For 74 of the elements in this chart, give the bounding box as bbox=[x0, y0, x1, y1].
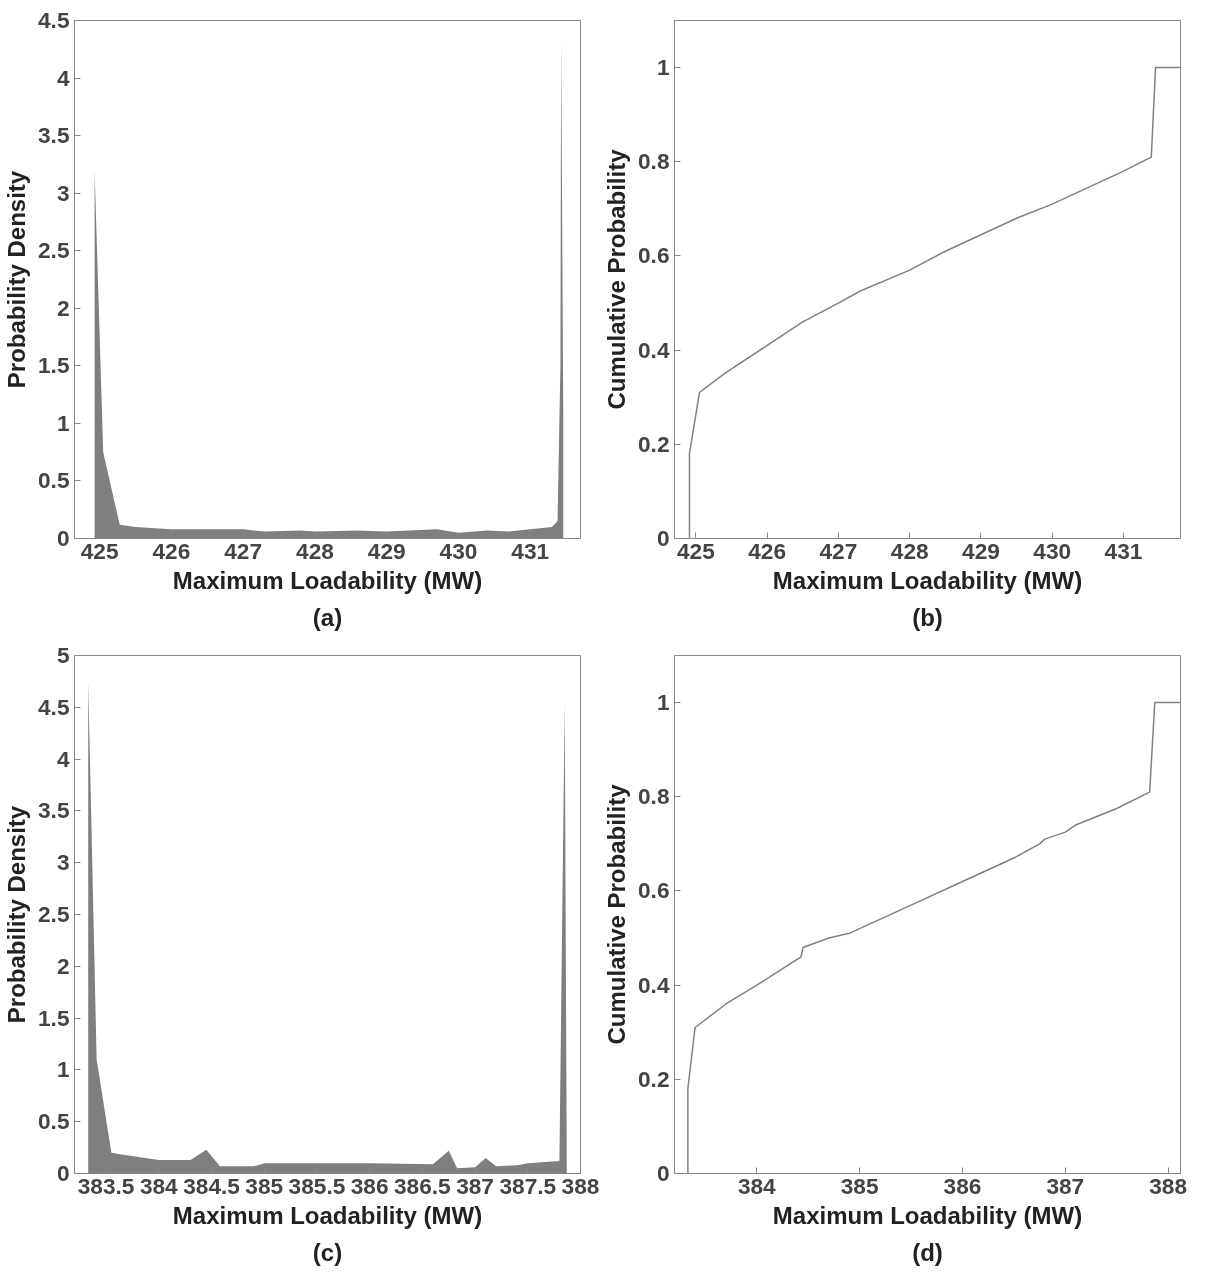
y-tick-label: 1.5 bbox=[38, 352, 70, 379]
y-tick-label: 3 bbox=[56, 179, 70, 206]
x-tick-label: 385.5 bbox=[288, 1172, 346, 1199]
y-tick-label: 1 bbox=[56, 409, 70, 436]
x-tick-label: 429 bbox=[367, 537, 406, 564]
y-tick-label: 0 bbox=[656, 1160, 670, 1186]
x-tick-label: 388 bbox=[561, 1172, 600, 1199]
x-tick-label: 385 bbox=[245, 1172, 284, 1199]
x-tick-label: 388 bbox=[1149, 1172, 1188, 1199]
y-tick-label: 0.4 bbox=[638, 971, 670, 998]
x-axis-title: Maximum Loadability (MW) bbox=[772, 566, 1083, 594]
y-tick-label: 1 bbox=[56, 1056, 70, 1083]
x-tick-label: 384 bbox=[737, 1172, 777, 1199]
y-tick-label: 0.5 bbox=[38, 1108, 70, 1135]
x-axis-title: Maximum Loadability (MW) bbox=[772, 1201, 1083, 1229]
y-axis-title: Probability Density bbox=[3, 805, 30, 1024]
y-tick-label: 5 bbox=[56, 642, 70, 668]
x-axis-title: Maximum Loadability (MW) bbox=[172, 566, 483, 594]
y-tick-label: 0 bbox=[56, 525, 70, 551]
text: (a) bbox=[312, 603, 343, 631]
y-tick-label: 4.5 bbox=[38, 7, 70, 33]
y-axis-title: Probability Density bbox=[3, 170, 30, 389]
x-tick-label: 384.5 bbox=[183, 1172, 240, 1199]
x-tick-label: 387 bbox=[456, 1172, 494, 1199]
y-tick-label: 2 bbox=[56, 952, 70, 979]
x-tick-label: 386.5 bbox=[394, 1172, 451, 1199]
x-tick-label: 426 bbox=[152, 537, 191, 564]
y-tick-label: 2 bbox=[56, 294, 70, 321]
y-axis-title: Cumulative Probability bbox=[603, 148, 630, 410]
y-tick-label: 4.5 bbox=[38, 693, 70, 720]
x-tick-label: 431 bbox=[1104, 537, 1143, 564]
x-tick-label: 430 bbox=[1033, 537, 1072, 564]
x-tick-label: 386 bbox=[943, 1172, 982, 1199]
x-tick-label: 427 bbox=[819, 537, 858, 564]
x-tick-label: 427 bbox=[224, 537, 263, 564]
y-tick-label: 0.6 bbox=[638, 242, 670, 269]
y-tick-label: 4 bbox=[56, 745, 70, 772]
x-tick-label: 386 bbox=[350, 1172, 389, 1199]
y-tick-label: 4 bbox=[56, 64, 70, 91]
x-tick-label: 385 bbox=[840, 1172, 879, 1199]
x-tick-label: 430 bbox=[439, 537, 478, 564]
y-tick-label: 2.5 bbox=[38, 901, 70, 927]
y-tick-label: 0.2 bbox=[638, 430, 670, 457]
x-tick-label: 383.5 bbox=[77, 1172, 135, 1199]
y-tick-label: 3 bbox=[56, 849, 70, 876]
y-tick-label: 1.5 bbox=[38, 1004, 70, 1031]
x-tick-label: 384 bbox=[139, 1172, 179, 1199]
y-tick-label: 0.2 bbox=[638, 1065, 670, 1092]
x-tick-label: 425 bbox=[676, 537, 715, 564]
y-axis-title: Cumulative Probability bbox=[603, 783, 630, 1045]
x-tick-label: 428 bbox=[890, 537, 929, 564]
text: (b) bbox=[912, 603, 943, 631]
y-tick-label: 1 bbox=[656, 54, 670, 81]
x-tick-label: 387 bbox=[1046, 1172, 1085, 1199]
y-tick-label: 0 bbox=[656, 525, 670, 551]
y-tick-label: 3.5 bbox=[38, 122, 70, 149]
x-tick-label: 426 bbox=[748, 537, 787, 564]
y-tick-label: 0.4 bbox=[638, 336, 670, 363]
x-tick-label: 428 bbox=[296, 537, 334, 564]
y-tick-label: 3.5 bbox=[38, 797, 70, 824]
text: (c) bbox=[312, 1238, 343, 1266]
y-tick-label: 1 bbox=[656, 689, 670, 716]
y-tick-label: 0.8 bbox=[638, 148, 670, 175]
x-tick-label: 387.5 bbox=[499, 1172, 557, 1199]
x-tick-label: 429 bbox=[962, 537, 1000, 564]
x-tick-label: 425 bbox=[80, 537, 119, 564]
text: (d) bbox=[912, 1238, 943, 1266]
x-tick-label: 431 bbox=[511, 537, 550, 564]
y-tick-label: 0.5 bbox=[38, 467, 70, 494]
x-axis-title: Maximum Loadability (MW) bbox=[172, 1201, 483, 1229]
y-tick-label: 0.6 bbox=[638, 877, 670, 904]
y-tick-label: 0 bbox=[56, 1160, 70, 1186]
y-tick-label: 2.5 bbox=[38, 237, 70, 264]
y-tick-label: 0.8 bbox=[638, 783, 670, 810]
